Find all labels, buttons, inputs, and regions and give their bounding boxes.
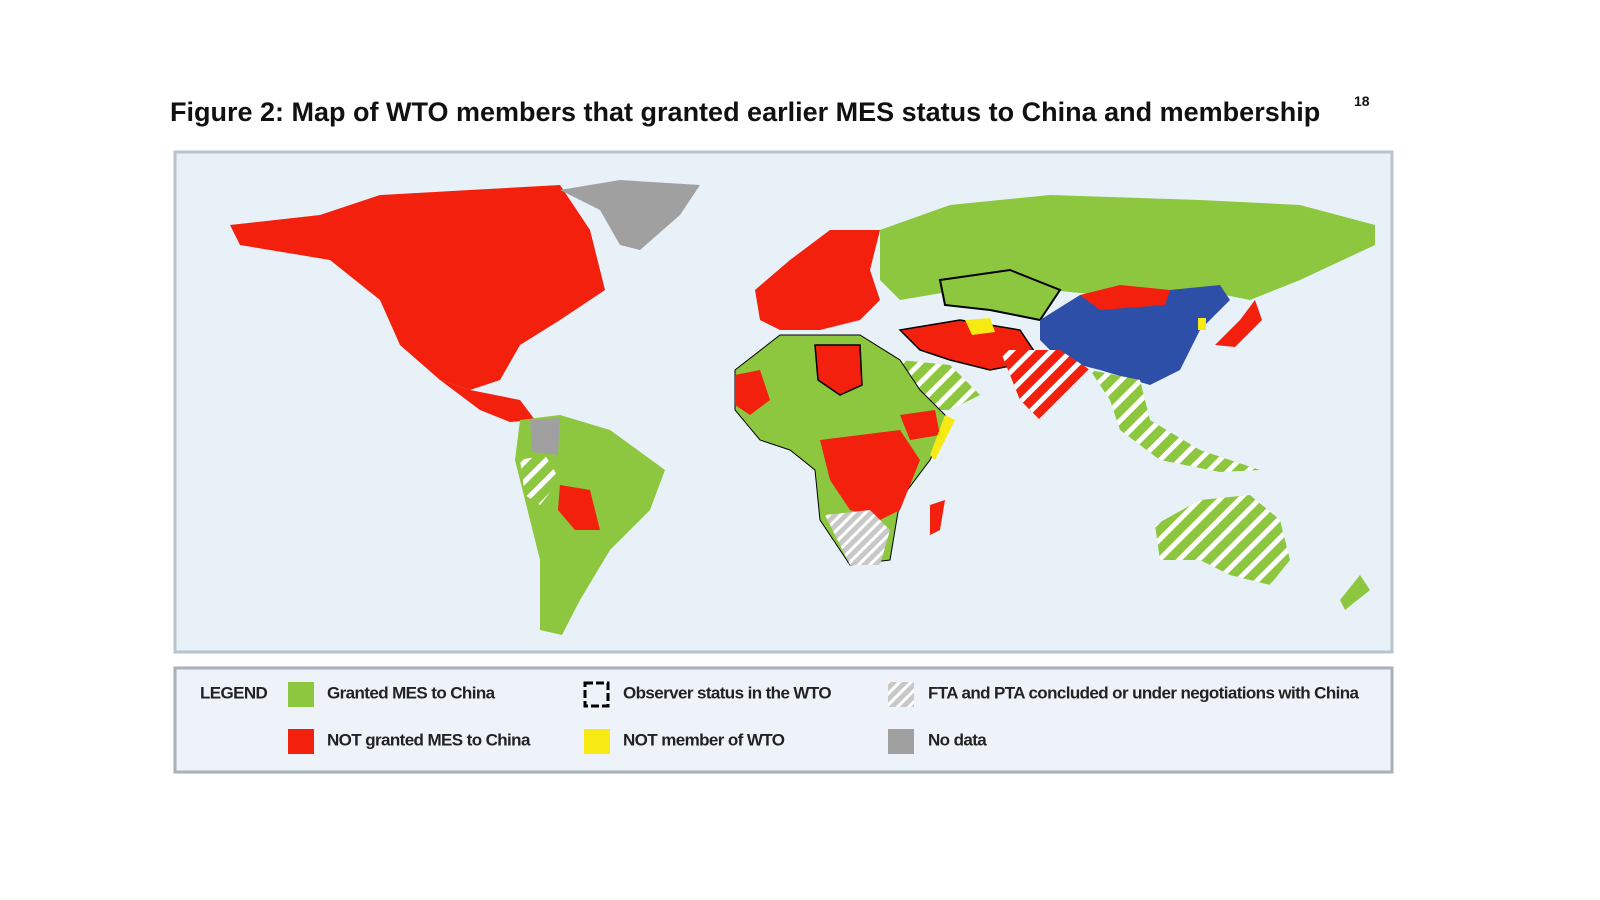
legend: LEGEND Granted MES to China Observer sta…	[173, 666, 1394, 774]
india-fta	[1000, 350, 1090, 420]
legend-label: FTA and PTA concluded or under negotiati…	[928, 683, 1360, 702]
north-america	[230, 185, 605, 390]
new-zealand	[1340, 575, 1370, 610]
turkmenistan	[965, 318, 995, 335]
legend-swatch	[584, 729, 610, 754]
bolivia	[558, 485, 600, 530]
europe	[755, 230, 880, 330]
central-america	[440, 380, 535, 422]
central-africa	[820, 430, 920, 520]
greenland	[560, 180, 700, 250]
north-korea	[1198, 318, 1206, 330]
legend-label: No data	[928, 730, 987, 749]
mongolia	[1080, 285, 1170, 310]
legend-swatch	[288, 682, 314, 707]
australia-fta	[1155, 495, 1290, 585]
southern-africa	[825, 510, 890, 565]
southeast-asia-fta	[1090, 370, 1260, 472]
japan	[1215, 300, 1262, 347]
west-africa	[735, 370, 770, 415]
no-data-sa	[530, 418, 560, 455]
legend-swatch	[888, 682, 914, 707]
figure-title: Figure 2: Map of WTO members that grante…	[170, 97, 1320, 127]
legend-swatch	[888, 729, 914, 754]
legend-label: NOT member of WTO	[623, 730, 785, 749]
legend-swatch	[583, 681, 610, 708]
south-america-fta	[520, 455, 560, 505]
legend-frame	[173, 666, 1394, 774]
somalia	[930, 415, 955, 460]
legend-heading: LEGEND	[200, 683, 268, 702]
legend-label: Granted MES to China	[327, 683, 496, 702]
legend-swatch	[288, 729, 314, 754]
world-map	[173, 150, 1394, 654]
ethiopia	[900, 410, 940, 440]
legend-label: NOT granted MES to China	[327, 730, 531, 749]
madagascar	[930, 500, 945, 535]
legend-label: Observer status in the WTO	[623, 683, 831, 702]
footnote: 18	[1354, 93, 1370, 109]
libya	[814, 344, 863, 396]
china	[1040, 285, 1230, 385]
